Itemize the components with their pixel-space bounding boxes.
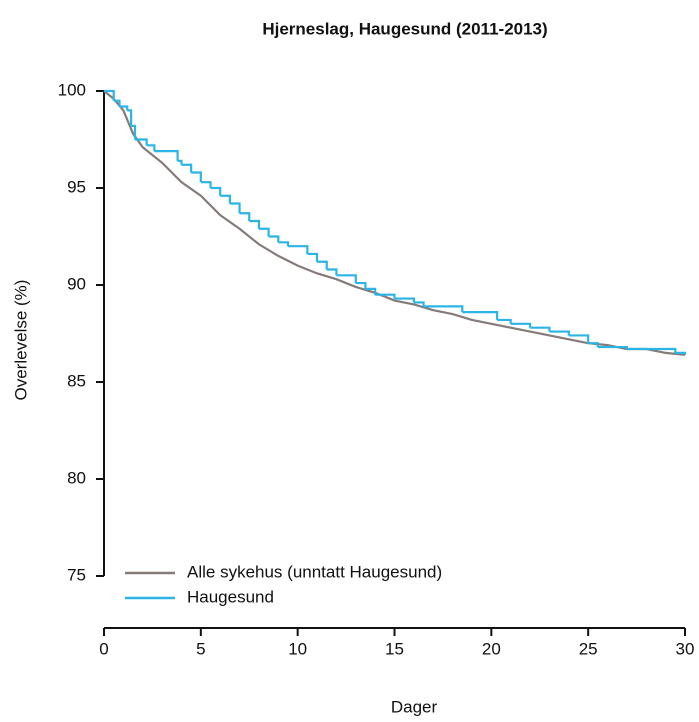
survival-step — [497, 318, 512, 324]
x-tick-label: 15 — [385, 639, 404, 658]
x-tick-label: 30 — [676, 639, 695, 658]
survival-step — [239, 212, 251, 221]
x-tick-label: 20 — [482, 639, 501, 658]
survival-step — [336, 274, 357, 284]
survival-step — [675, 351, 687, 355]
y-tick-label: 95 — [67, 177, 86, 196]
x-tick-label: 25 — [579, 639, 598, 658]
survival-step — [210, 186, 222, 196]
survival-step — [375, 293, 396, 299]
survival-step — [394, 297, 415, 303]
survival-step — [530, 326, 551, 332]
survival-step — [249, 219, 261, 229]
survival-line — [103, 90, 686, 356]
survival-step — [127, 109, 133, 126]
survival-step — [268, 235, 280, 243]
survival-step — [588, 342, 599, 348]
survival-step — [119, 105, 129, 111]
survival-step — [146, 144, 156, 152]
survival-step — [413, 301, 425, 307]
survival-step — [200, 181, 212, 188]
x-tick-label: 5 — [196, 639, 205, 658]
survival-step — [113, 99, 121, 107]
survival-step — [307, 252, 319, 262]
y-tick-label: 100 — [58, 80, 86, 99]
x-tick-label: 0 — [99, 639, 108, 658]
survival-step — [258, 227, 270, 237]
legend-label: Alle sykehus (unntatt Haugesund) — [187, 562, 442, 581]
survival-step — [229, 202, 241, 214]
survival-step — [510, 322, 532, 328]
survival-step — [177, 159, 183, 165]
survival-step — [423, 305, 464, 313]
y-tick-label: 80 — [67, 468, 86, 487]
x-tick-label: 10 — [288, 639, 307, 658]
survival-step — [549, 330, 570, 336]
survival-step — [181, 163, 193, 173]
chart-title: Hjerneslag, Haugesund (2011-2013) — [262, 19, 547, 38]
y-tick-label: 90 — [67, 274, 86, 293]
x-axis-label: Dager — [391, 697, 438, 716]
survival-step — [317, 260, 328, 270]
survival-step — [365, 287, 377, 295]
legend-label: Haugesund — [187, 587, 274, 606]
survival-step — [568, 334, 590, 344]
survival-step — [278, 241, 290, 247]
survival-step — [220, 194, 231, 204]
survival-step — [355, 281, 367, 289]
survival-step — [104, 89, 115, 101]
y-axis-label: Overlevelse (%) — [11, 280, 30, 401]
survival-step — [462, 311, 499, 320]
y-tick-label: 85 — [67, 371, 86, 390]
survival-step — [191, 171, 202, 183]
survival-step — [154, 150, 179, 161]
survival-step — [131, 124, 137, 140]
survival-step — [287, 245, 309, 254]
y-tick-label: 75 — [67, 565, 86, 584]
survival-step — [326, 268, 338, 276]
survival-step — [134, 138, 148, 146]
survival-step — [626, 347, 677, 353]
